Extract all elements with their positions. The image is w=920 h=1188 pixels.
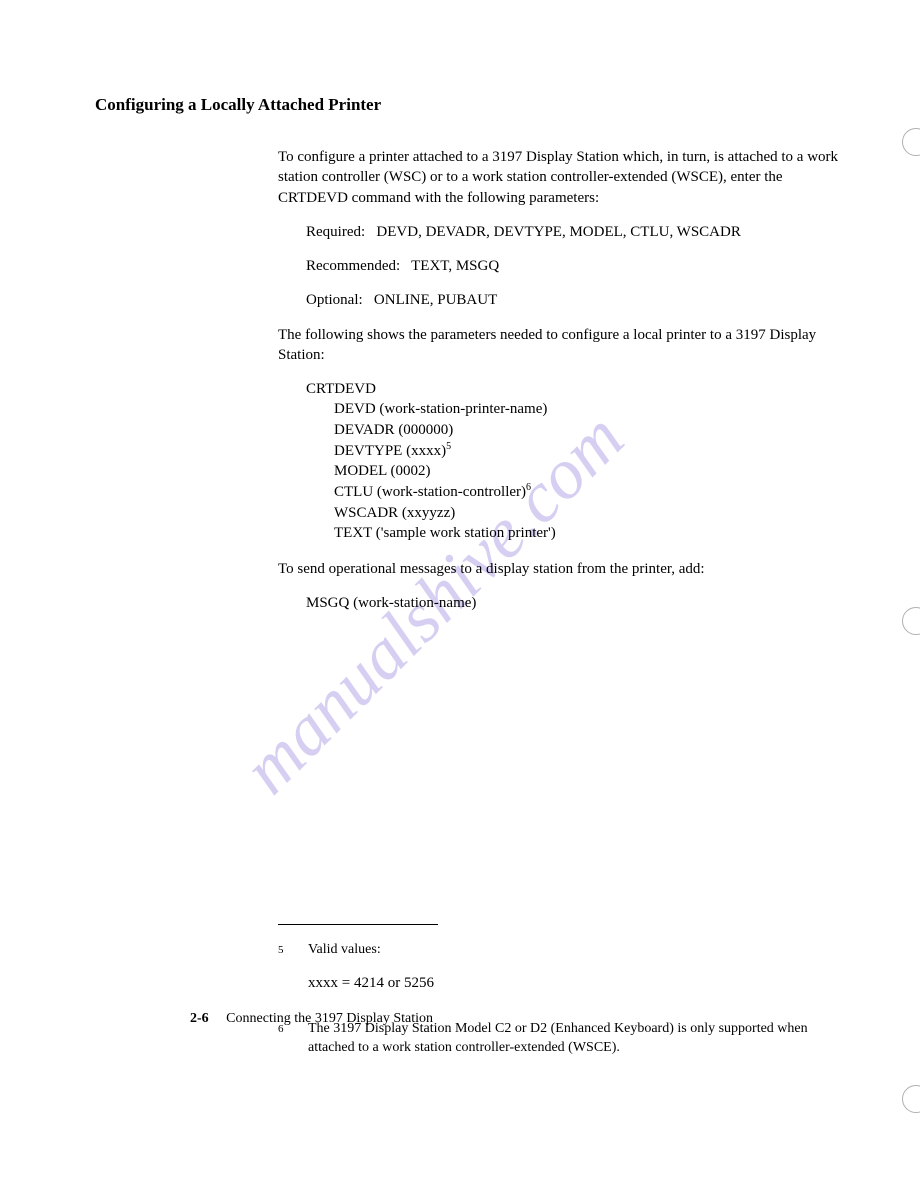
footnote-separator — [278, 924, 438, 925]
page-number: 2-6 — [190, 1011, 209, 1026]
hole-icon — [902, 128, 920, 156]
code-ctlu: CTLU (work-station-controller)6 — [334, 481, 840, 502]
optional-label: Optional: — [306, 292, 363, 308]
footer-title: Connecting the 3197 Display Station — [226, 1011, 433, 1026]
page-footer: 2-6 Connecting the 3197 Display Station — [190, 1011, 433, 1027]
intro-paragraph: To configure a printer attached to a 319… — [278, 147, 840, 208]
recommended-params: Recommended: TEXT, MSGQ — [306, 256, 840, 276]
code-model: MODEL (0002) — [334, 461, 840, 481]
required-params: Required: DEVD, DEVADR, DEVTYPE, MODEL, … — [306, 222, 840, 242]
section-heading: Configuring a Locally Attached Printer — [95, 95, 840, 115]
code-example: CRTDEVD DEVD (work-station-printer-name)… — [306, 379, 840, 543]
msgq-line: MSGQ (work-station-name) — [306, 593, 840, 613]
required-label: Required: — [306, 224, 365, 240]
footnote-5-sub: xxxx = 4214 or 5256 — [308, 973, 840, 993]
footnote-5-text: Valid values: — [308, 941, 840, 960]
recommended-values: TEXT, MSGQ — [411, 258, 499, 274]
footnote-ref-6: 6 — [526, 482, 531, 493]
footnote-5: 5 Valid values: — [278, 941, 840, 960]
code-text: TEXT ('sample work station printer') — [334, 523, 840, 543]
example-intro: The following shows the parameters neede… — [278, 325, 840, 366]
code-devtype: DEVTYPE (xxxx)5 — [334, 440, 840, 461]
hole-icon — [902, 607, 920, 635]
footnote-5-number: 5 — [278, 941, 308, 960]
footnote-ref-5: 5 — [446, 441, 451, 452]
optional-params: Optional: ONLINE, PUBAUT — [306, 290, 840, 310]
msgq-intro: To send operational messages to a displa… — [278, 559, 840, 579]
optional-values: ONLINE, PUBAUT — [374, 292, 497, 308]
hole-icon — [902, 1085, 920, 1113]
code-devadr: DEVADR (000000) — [334, 420, 840, 440]
required-values: DEVD, DEVADR, DEVTYPE, MODEL, CTLU, WSCA… — [376, 224, 740, 240]
code-devd: DEVD (work-station-printer-name) — [334, 399, 840, 419]
code-command: CRTDEVD — [306, 379, 840, 399]
recommended-label: Recommended: — [306, 258, 400, 274]
code-wscadr: WSCADR (xxyyzz) — [334, 503, 840, 523]
